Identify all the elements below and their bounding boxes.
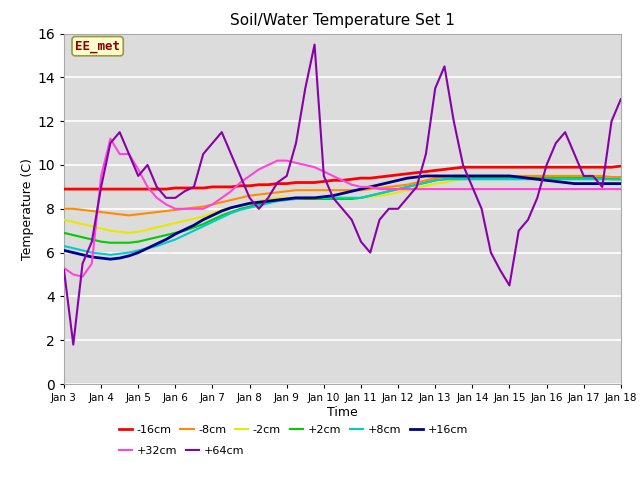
-16cm: [60, 186, 68, 192]
-8cm: [403, 182, 411, 188]
+2cm: [366, 193, 374, 199]
+16cm: [264, 198, 272, 204]
-2cm: [60, 217, 68, 223]
Line: -16cm: -16cm: [64, 166, 621, 189]
-16cm: [357, 175, 365, 181]
+2cm: [106, 240, 115, 246]
+2cm: [60, 230, 68, 236]
Line: -8cm: -8cm: [64, 176, 621, 216]
Legend: +32cm, +64cm: +32cm, +64cm: [114, 442, 248, 461]
-8cm: [617, 174, 625, 180]
Line: +64cm: +64cm: [64, 45, 621, 345]
+16cm: [403, 175, 411, 181]
-8cm: [60, 206, 68, 212]
-2cm: [617, 176, 625, 182]
+2cm: [403, 184, 411, 190]
-8cm: [125, 213, 133, 218]
-2cm: [366, 194, 374, 200]
+2cm: [450, 175, 458, 181]
-8cm: [200, 204, 207, 209]
+8cm: [617, 176, 625, 182]
+16cm: [106, 256, 115, 262]
Line: +2cm: +2cm: [64, 178, 621, 243]
-2cm: [180, 218, 188, 224]
+64cm: [376, 217, 383, 223]
+16cm: [200, 217, 207, 223]
+8cm: [366, 193, 374, 199]
-2cm: [125, 230, 133, 236]
Title: Soil/Water Temperature Set 1: Soil/Water Temperature Set 1: [230, 13, 455, 28]
+8cm: [200, 223, 207, 229]
+16cm: [180, 227, 188, 232]
+8cm: [440, 176, 448, 182]
+32cm: [60, 265, 68, 271]
+64cm: [60, 267, 68, 273]
+2cm: [561, 175, 569, 181]
+64cm: [200, 151, 207, 157]
+8cm: [106, 252, 115, 258]
-8cm: [561, 173, 569, 179]
X-axis label: Time: Time: [327, 406, 358, 419]
+32cm: [274, 158, 282, 164]
Line: +16cm: +16cm: [64, 176, 621, 259]
Line: +32cm: +32cm: [64, 139, 621, 276]
+8cm: [60, 243, 68, 249]
+2cm: [200, 221, 207, 227]
+32cm: [413, 186, 420, 192]
-16cm: [172, 185, 179, 191]
-16cm: [394, 172, 402, 178]
-2cm: [468, 175, 476, 181]
+64cm: [413, 184, 420, 190]
+16cm: [561, 180, 569, 185]
Line: +8cm: +8cm: [64, 179, 621, 255]
-16cm: [190, 185, 198, 191]
+32cm: [617, 186, 625, 192]
+32cm: [79, 274, 86, 279]
-8cm: [366, 186, 374, 192]
-8cm: [450, 173, 458, 179]
+64cm: [561, 129, 569, 135]
+8cm: [180, 232, 188, 238]
+64cm: [617, 96, 625, 102]
+64cm: [264, 195, 272, 201]
-16cm: [543, 164, 550, 170]
Y-axis label: Temperature (C): Temperature (C): [22, 158, 35, 260]
-8cm: [180, 206, 188, 212]
+2cm: [180, 228, 188, 234]
+32cm: [561, 186, 569, 192]
+64cm: [310, 42, 318, 48]
-8cm: [264, 191, 272, 196]
+32cm: [209, 202, 216, 207]
+8cm: [561, 176, 569, 182]
+2cm: [617, 176, 625, 182]
+16cm: [60, 248, 68, 253]
-2cm: [403, 187, 411, 193]
-16cm: [617, 163, 625, 169]
Text: EE_met: EE_met: [75, 40, 120, 53]
-16cm: [255, 182, 263, 188]
-2cm: [264, 196, 272, 202]
+32cm: [106, 136, 115, 142]
Line: -2cm: -2cm: [64, 178, 621, 233]
+8cm: [264, 201, 272, 206]
+16cm: [617, 181, 625, 187]
+32cm: [190, 206, 198, 212]
+16cm: [422, 173, 430, 179]
-2cm: [200, 214, 207, 219]
+2cm: [264, 199, 272, 205]
+8cm: [403, 184, 411, 190]
+32cm: [376, 186, 383, 192]
-2cm: [561, 175, 569, 181]
+64cm: [69, 342, 77, 348]
+64cm: [180, 188, 188, 194]
+16cm: [366, 184, 374, 190]
